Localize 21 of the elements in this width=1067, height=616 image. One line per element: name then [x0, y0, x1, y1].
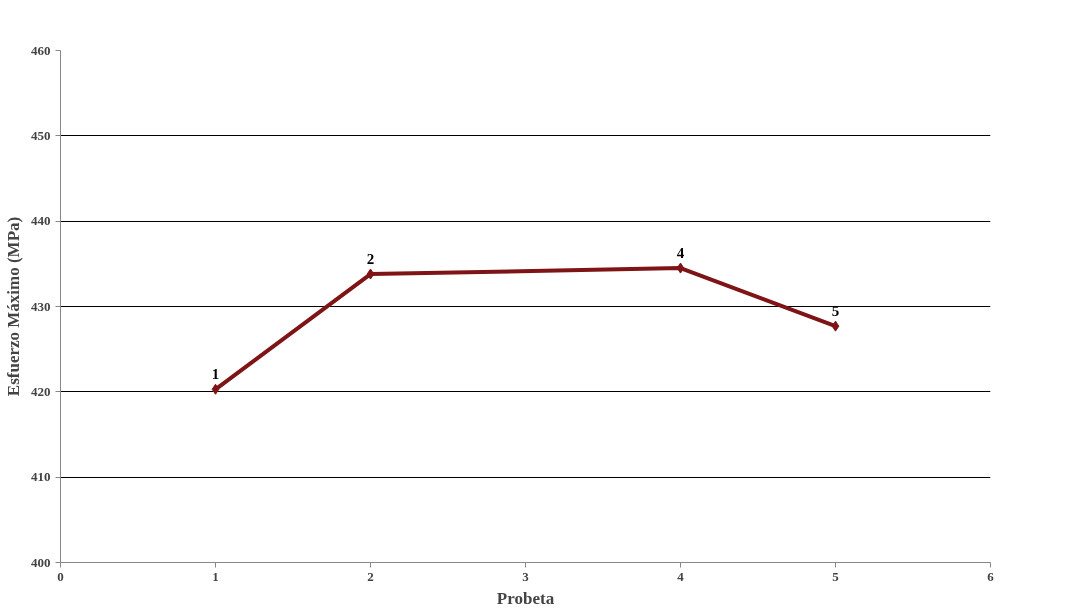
y-tick-label: 450: [31, 127, 51, 143]
annotation: 2: [366, 251, 375, 268]
point: [211, 383, 220, 395]
annotation: 4: [676, 245, 685, 262]
x-tick-label: 3: [522, 568, 530, 584]
annotation: 1: [211, 366, 220, 383]
x-tick-label: 6: [987, 568, 995, 584]
y-axis-title: Esfuerzo Máximo (MPa): [4, 216, 23, 397]
y-tick-label: 420: [31, 383, 51, 399]
point: [831, 320, 840, 332]
y-tick-label: 430: [31, 298, 51, 314]
x-tick-label: 5: [832, 568, 840, 584]
y-tick-label: 460: [31, 42, 51, 58]
x-axis-title: Probeta: [496, 588, 555, 608]
x-tick-label: 0: [57, 568, 64, 584]
x-tick-label: 1: [212, 568, 219, 584]
y-tick-label: 400: [31, 554, 51, 570]
y-tick-label: 410: [31, 469, 51, 485]
x-tick-label: 4: [677, 568, 685, 584]
y-tick-label: 440: [31, 213, 51, 229]
x-tick-label: 2: [367, 568, 374, 584]
